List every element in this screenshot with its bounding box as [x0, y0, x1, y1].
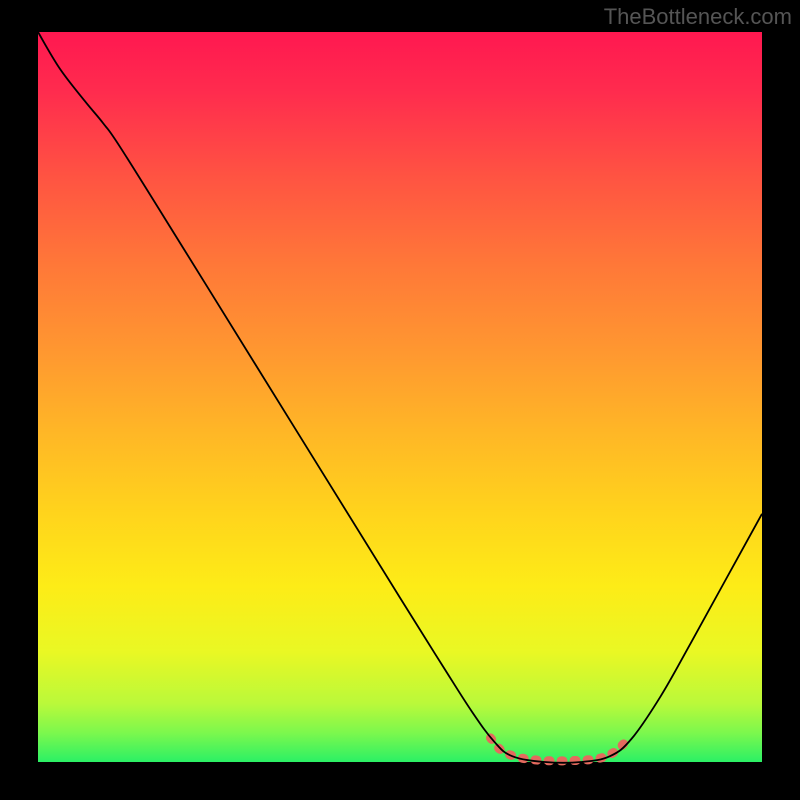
plot-gradient-bg — [38, 32, 762, 762]
watermark-text: TheBottleneck.com — [604, 4, 792, 30]
chart-container: TheBottleneck.com — [0, 0, 800, 800]
bottleneck-chart — [0, 0, 800, 800]
